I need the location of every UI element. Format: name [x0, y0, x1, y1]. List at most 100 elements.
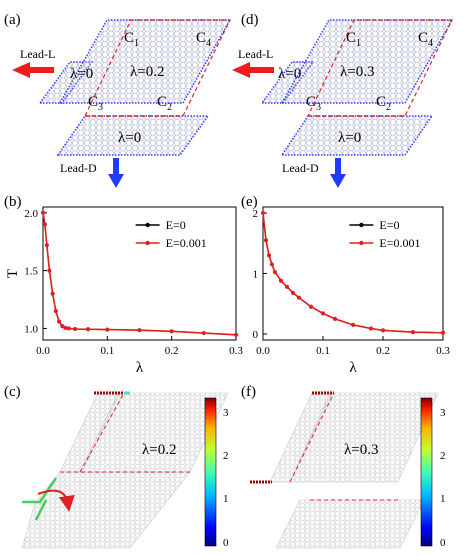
data-point: [47, 268, 52, 273]
data-point: [42, 222, 48, 227]
x-axis-label: λ: [136, 360, 144, 376]
series-line: [42, 212, 237, 336]
series-line: [42, 212, 237, 336]
corner-c3-label: C3: [306, 94, 321, 113]
panel-d: (d) C1 C4 C3 C2 λ=0 λ=0.3 λ=0 Lead-L Lea…: [232, 12, 454, 188]
legend-marker: [359, 222, 364, 228]
data-point: [105, 327, 110, 332]
plot-frame: [42, 206, 237, 341]
data-point: [63, 325, 68, 330]
y-tick-label: 1: [253, 269, 259, 281]
legend-marker: [359, 240, 364, 246]
data-point: [269, 262, 275, 267]
data-point: [40, 210, 46, 215]
data-point: [350, 322, 356, 327]
y-tick-label: 2.0: [24, 208, 38, 220]
lead-l-label: Lead-L: [238, 47, 273, 61]
y-tick-label: 0: [253, 329, 259, 341]
data-point: [44, 243, 49, 248]
data-point: [56, 319, 62, 324]
lambda-bottom-label: λ=0: [338, 130, 361, 146]
legend-marker: [145, 222, 150, 228]
data-point: [296, 295, 302, 300]
series-line: [262, 212, 444, 334]
y-tick-label: 1.5: [24, 266, 38, 278]
colorbar: [420, 397, 433, 547]
corner-c1-label: C1: [124, 30, 139, 49]
corner-c2-label: C2: [376, 94, 391, 113]
y-tick-label: 2: [253, 208, 259, 220]
current-path-edge: [22, 477, 58, 504]
colorbar-tick: 1: [440, 493, 446, 505]
corner-c3-label: C3: [88, 94, 103, 113]
lead-d-region: [56, 115, 210, 156]
lead-l-arrow-icon: [232, 62, 274, 78]
data-point: [60, 324, 65, 329]
central-region: [58, 19, 232, 104]
central-lattice: [289, 392, 439, 483]
data-point: [278, 278, 284, 283]
lead-d-arrow-icon: [330, 158, 346, 188]
panel-f: (f) λ=0.3 3 2 1 0: [241, 384, 446, 549]
data-point: [263, 238, 269, 243]
series-line: [262, 212, 444, 334]
lambda-bottom-label: λ=0: [118, 130, 141, 146]
panel-label-b: (b): [4, 194, 22, 210]
x-tick-label: 0.2: [165, 345, 179, 357]
lambda-center-label: λ=0.2: [130, 64, 164, 80]
data-point: [266, 253, 272, 258]
corner-c4-label: C4: [196, 30, 211, 49]
data-point: [137, 328, 142, 333]
panel-label-e: (e): [241, 194, 258, 210]
data-point: [320, 311, 326, 316]
chart-e: 0.0 0.1 0.2 0.3 0 1 2 λ E=0 E=0.001: [253, 206, 450, 376]
colorbar-tick: 3: [440, 407, 446, 419]
legend-entry: E=0.001: [379, 236, 420, 250]
colorbar-tick: 1: [223, 493, 229, 505]
lead-l-label: Lead-L: [20, 47, 55, 61]
panel-c: (c) λ=0.2 3 2 1 0: [4, 384, 229, 549]
panel-a: (a) C1 C4 C3 C2 λ=0 λ=0.2 λ=0 Lead-L Lea…: [4, 12, 232, 188]
colorbar-tick: 0: [223, 537, 229, 549]
lead-d-lattice: [21, 471, 191, 549]
x-tick-label: 0.1: [100, 345, 114, 357]
colorbar-tick: 3: [223, 407, 229, 419]
lead-d-label: Lead-D: [282, 161, 319, 175]
x-tick-label: 0.0: [256, 345, 270, 357]
data-point: [85, 327, 91, 332]
x-tick-label: 0.2: [376, 345, 390, 357]
plot-frame: [262, 206, 444, 341]
boundary-line: [79, 392, 125, 473]
x-tick-label: 0.1: [316, 345, 330, 357]
data-point: [410, 330, 416, 335]
panel-label-a: (a): [4, 12, 21, 28]
lambda-label: λ=0.2: [142, 442, 176, 458]
boundary-line: [289, 392, 335, 483]
colorbar: [204, 397, 217, 547]
x-tick-label: 0.0: [36, 345, 50, 357]
data-point: [201, 330, 206, 336]
lambda-left-label: λ=0: [278, 66, 301, 82]
lead-d-label: Lead-D: [60, 161, 97, 175]
current-path-edge: [34, 499, 48, 521]
lead-l-arrow-icon: [12, 62, 54, 78]
data-point: [290, 290, 296, 295]
data-point: [332, 316, 338, 321]
data-point: [368, 326, 374, 331]
lead-d-arrow-icon: [108, 158, 124, 188]
data-point: [308, 304, 314, 309]
data-point: [73, 326, 78, 332]
data-point: [233, 332, 239, 337]
data-point: [260, 210, 266, 216]
lambda-label: λ=0.3: [344, 442, 378, 458]
legend-entry: E=0: [166, 218, 186, 232]
y-tick-label: 1.0: [24, 323, 38, 335]
data-point: [440, 330, 446, 335]
panel-b: (b) 0.0 0.1 0.2 0.3 1.0 1.5 2.0 λ T E=0 E=0.001: [4, 194, 243, 376]
chart-b: 0.0 0.1 0.2 0.3 1.0 1.5 2.0 λ T E=0 E=0.001: [5, 206, 243, 376]
x-tick-label: 0.3: [229, 345, 243, 357]
x-axis-label: λ: [349, 360, 357, 376]
lead-d-region: [280, 115, 434, 156]
data-point: [53, 308, 58, 314]
legend-entry: E=0.001: [166, 236, 207, 250]
